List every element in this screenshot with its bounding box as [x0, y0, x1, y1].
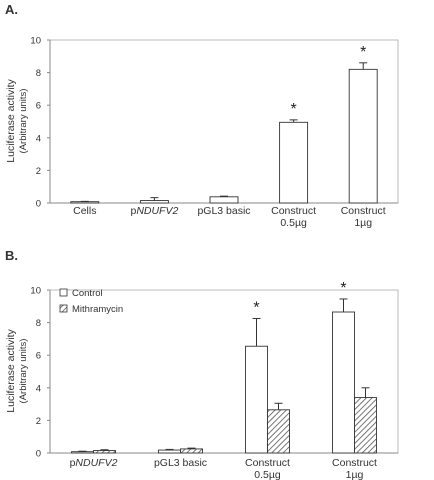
category-label: Cells [73, 205, 96, 217]
plot-frame [49, 39, 399, 204]
y-axis-subtitle: (Arbitrary units) [18, 339, 29, 404]
y-tick-label: 0 [36, 449, 41, 460]
y-tick-label: 2 [36, 166, 41, 177]
legend-swatch [59, 288, 68, 297]
bar [279, 121, 309, 204]
y-tick-label: 4 [36, 133, 41, 144]
significance-star: * [290, 101, 296, 118]
category-label: Construct [271, 205, 316, 217]
y-tick-label: 10 [30, 36, 41, 47]
category-label: pNDUFV2 [130, 205, 178, 217]
category-sublabel: 1µg [354, 217, 372, 229]
y-tick-label: 4 [36, 383, 41, 394]
category-label: Construct [245, 457, 290, 469]
y-tick-label: 10 [30, 286, 41, 297]
bar [180, 448, 203, 454]
significance-star: * [340, 280, 346, 297]
y-tick-label: 6 [36, 351, 41, 362]
bar [354, 397, 377, 454]
y-axis-subtitle: (Arbitrary units) [18, 89, 29, 154]
bar [332, 311, 355, 454]
y-tick-label: 8 [36, 68, 41, 79]
panel-label: A. [5, 2, 18, 17]
bar [139, 200, 169, 204]
panel-label: B. [5, 248, 18, 263]
bar [267, 409, 290, 454]
category-sublabel: 1µg [346, 469, 364, 480]
legend-label: Control [72, 288, 103, 299]
category-label: pNDUFV2 [70, 457, 118, 469]
bar [158, 449, 181, 454]
bar [70, 201, 100, 204]
category-sublabel: 0.5µg [254, 469, 281, 480]
category-label: pGL3 basic [154, 457, 207, 469]
bar [245, 345, 268, 454]
y-tick-label: 0 [36, 199, 41, 210]
category-label: Construct [341, 205, 386, 217]
bar [348, 68, 378, 204]
significance-star: * [253, 300, 259, 317]
y-axis-title: Luciferase activity [5, 329, 17, 413]
y-tick-label: 8 [36, 318, 41, 329]
legend-swatch [59, 304, 68, 313]
category-label: Construct [332, 457, 377, 469]
panel-b-chart: B. 0 2 4 6 8 10 Luciferase activity (Arbitrary u… [5, 248, 399, 480]
bar [71, 451, 94, 454]
bar [209, 196, 239, 204]
bar [93, 450, 116, 454]
category-sublabel: 0.5µg [280, 217, 307, 229]
significance-star: * [360, 44, 366, 61]
y-axis-title: Luciferase activity [5, 79, 17, 163]
category-label: pGL3 basic [197, 205, 250, 217]
y-tick-label: 2 [36, 416, 41, 427]
panel-a-chart: A. 0 2 4 6 8 10 Luciferase activity (Arbitrary u… [5, 2, 399, 229]
y-tick-label: 6 [36, 101, 41, 112]
legend-label: Mithramycin [72, 304, 123, 315]
